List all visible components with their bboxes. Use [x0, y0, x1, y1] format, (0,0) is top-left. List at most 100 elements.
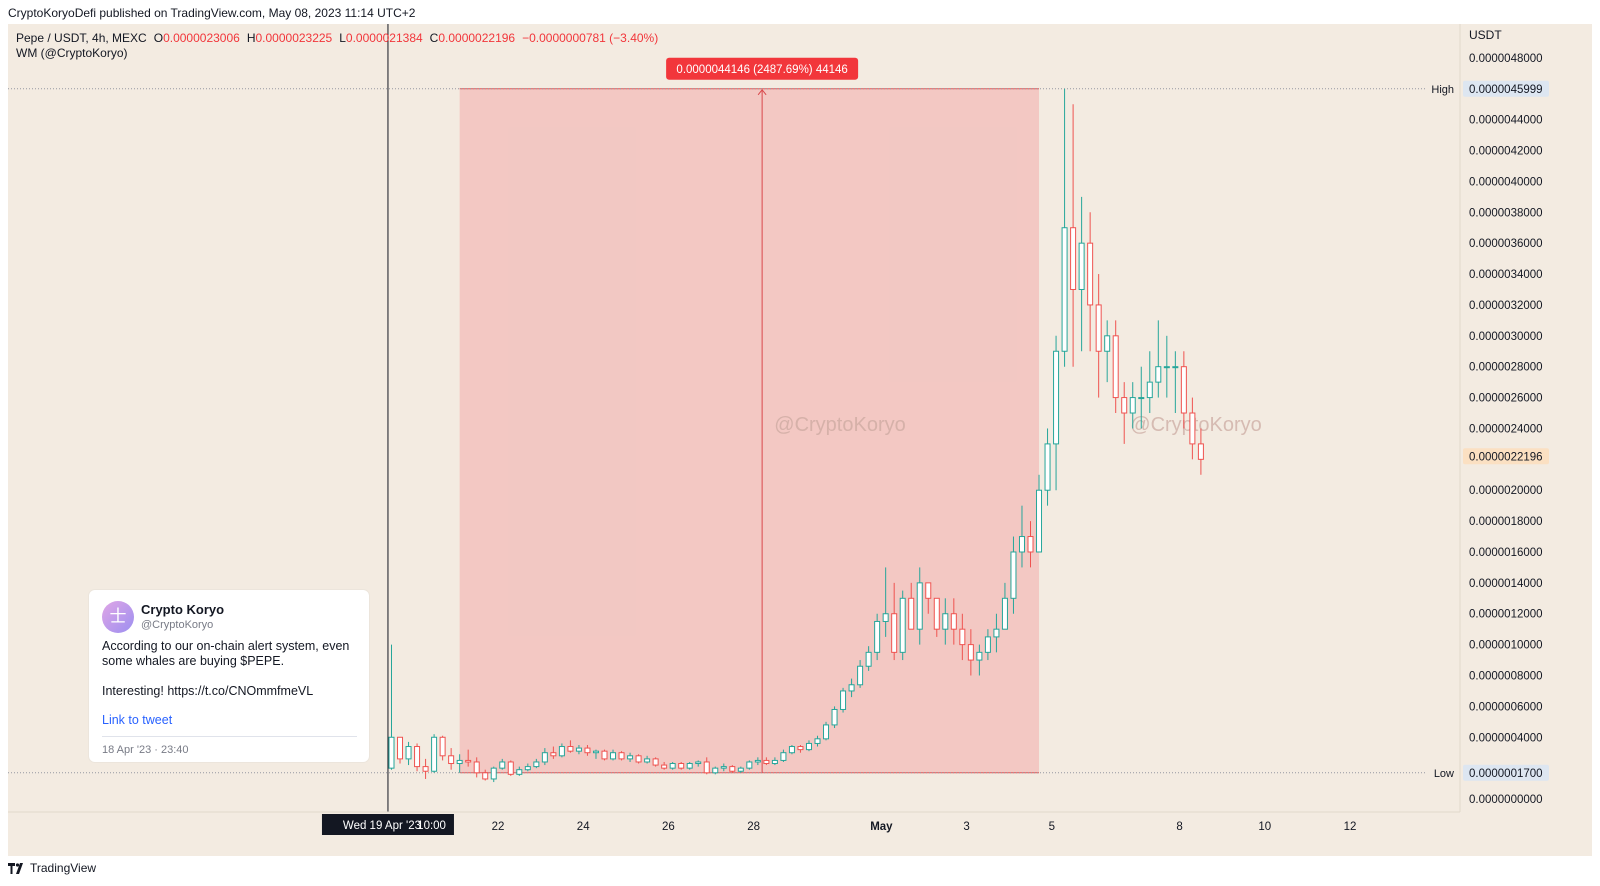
price-tick-label: 0.0000006000 — [1469, 701, 1543, 713]
candle — [1121, 382, 1128, 444]
candle-body — [865, 651, 872, 667]
footer-brand[interactable]: TradingView — [8, 861, 96, 875]
candle-body — [933, 597, 940, 630]
candle — [1018, 505, 1025, 568]
time-tick-label: 26 — [662, 821, 675, 833]
candle — [550, 746, 557, 759]
candle-body — [840, 690, 847, 710]
candle-body — [533, 761, 540, 768]
price-tick-label: 0.0000038000 — [1469, 207, 1543, 219]
candle — [1010, 536, 1017, 614]
watermark-text-2: @CryptoKoryo — [1130, 414, 1261, 436]
tweet-divider — [102, 736, 357, 737]
candles — [388, 88, 1204, 783]
candle — [507, 760, 514, 776]
legend-high: 0.0000023225 — [255, 31, 333, 45]
candle-body — [473, 761, 480, 774]
price-tick-label: 0.0000026000 — [1469, 393, 1543, 405]
candle — [746, 760, 753, 770]
candle-body — [686, 763, 693, 769]
candle-body — [797, 746, 804, 751]
candle-body — [1189, 412, 1196, 445]
price-tick-label: 0.0000014000 — [1469, 578, 1543, 590]
candle-body — [925, 582, 932, 599]
candle-body — [1070, 227, 1077, 290]
candle-body — [891, 613, 898, 653]
indicator-legend[interactable]: WM (@CryptoKoryo) — [16, 46, 128, 60]
candle — [891, 582, 898, 661]
candle — [814, 735, 821, 747]
candle — [1197, 428, 1204, 475]
candle-body — [541, 752, 548, 763]
candle-body — [908, 597, 915, 630]
price-tick-label: 0.0000030000 — [1469, 331, 1543, 343]
candle — [737, 766, 744, 773]
candle — [754, 757, 761, 766]
time-tick-label: 24 — [577, 821, 590, 833]
candle-body — [490, 767, 497, 780]
candle — [669, 761, 676, 770]
tradingview-logo-icon — [8, 863, 23, 874]
price-tick-label: 0.0000020000 — [1469, 485, 1543, 497]
candle — [1053, 335, 1060, 491]
candle — [899, 590, 906, 661]
candle-body — [916, 582, 923, 630]
low-side-label-box — [1426, 765, 1458, 780]
tweet-card[interactable]: 士 Crypto Koryo @CryptoKoryo According to… — [89, 590, 369, 762]
measure-label-text: 0.0000044146 (2487.69%) 44146 — [676, 64, 847, 76]
candle — [1027, 521, 1034, 568]
candle-body — [1180, 366, 1187, 414]
candle — [533, 758, 540, 769]
candle-body — [763, 759, 770, 765]
footer-brand-label: TradingView — [30, 861, 97, 875]
candle-body — [1197, 443, 1204, 460]
currency-label: USDT — [1469, 28, 1502, 42]
price-tick-label: 0.0000034000 — [1469, 269, 1543, 281]
price-tick-label: 0.0000048000 — [1469, 53, 1543, 65]
price-tick-label: 0.0000024000 — [1469, 423, 1543, 435]
measure-range-rect — [459, 88, 1040, 773]
legend-low: 0.0000021384 — [345, 31, 423, 45]
candle — [448, 748, 455, 770]
candle-body — [959, 628, 966, 646]
legend-close-label: C — [429, 31, 439, 45]
candle-body — [874, 620, 881, 653]
legend-open: 0.0000023006 — [163, 31, 240, 45]
candle — [490, 766, 497, 783]
candle — [695, 760, 702, 767]
candle — [788, 744, 795, 755]
candle-body — [1001, 597, 1008, 630]
candle-body — [1010, 551, 1017, 599]
price-tick-label: 0.0000010000 — [1469, 640, 1543, 652]
candle — [1001, 582, 1008, 630]
candle — [840, 687, 847, 713]
candle — [678, 761, 685, 770]
candle-body — [1155, 366, 1162, 383]
candle — [805, 740, 812, 752]
candle-body — [584, 747, 591, 754]
candle — [1070, 104, 1077, 367]
candle — [763, 757, 770, 766]
candle — [1180, 351, 1187, 429]
candle-body — [1121, 397, 1128, 414]
candle — [405, 741, 412, 766]
candle — [1172, 351, 1179, 414]
candle-body — [1129, 397, 1136, 414]
candle-body — [610, 752, 617, 760]
price-axis[interactable]: USDT 0.0000048000 0.0000044000 0.0000042000… — [1426, 24, 1592, 856]
tweet-date: 18 Apr '23 · 23:40 — [102, 744, 189, 756]
candle — [916, 567, 923, 645]
link-to-tweet[interactable]: Link to tweet — [102, 713, 173, 727]
low-price-tag-text: 0.0000001700 — [1469, 768, 1543, 780]
candle-body — [899, 597, 906, 653]
high-price-tag-box — [1463, 80, 1549, 97]
candle-body — [644, 758, 651, 763]
time-tick-label: 10 — [1258, 821, 1271, 833]
measure-arrow-head — [757, 88, 767, 96]
candle-body — [1104, 335, 1111, 352]
candle-body — [695, 761, 702, 765]
candle-body — [601, 750, 608, 760]
chart-frame[interactable]: 0.0000044146 (2487.69%) 44146 @CryptoKor… — [8, 24, 1592, 856]
candle-body — [1027, 536, 1034, 553]
